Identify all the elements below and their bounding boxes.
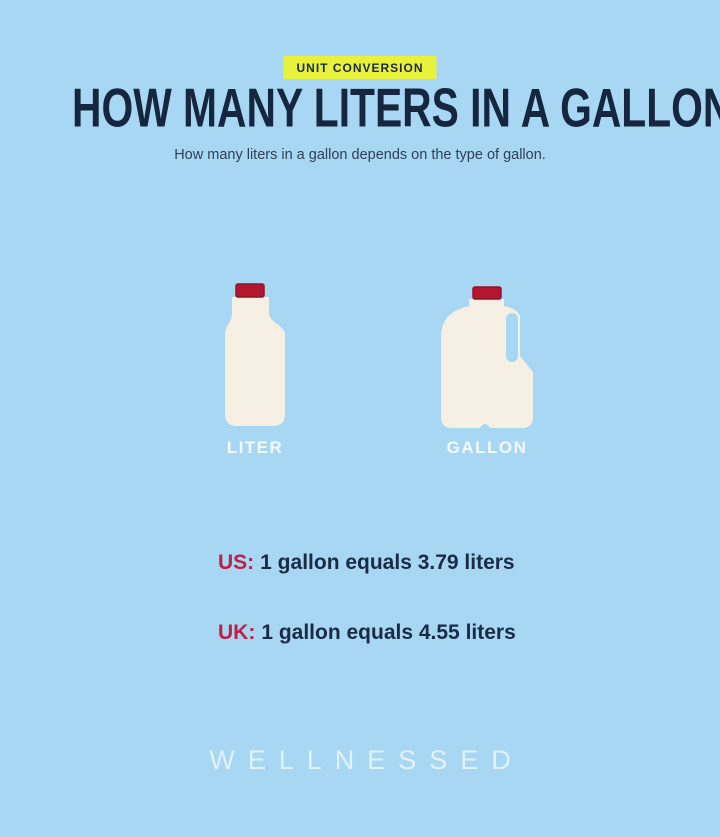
uk-region-label: UK: xyxy=(218,621,256,644)
us-region-label: US: xyxy=(218,551,255,574)
liter-bottle-body xyxy=(225,313,285,426)
liter-bottle-illustration xyxy=(225,283,285,426)
gallon-jug-illustration xyxy=(441,286,533,428)
liter-label: LITER xyxy=(226,438,284,457)
wellnessed-brand-logo: WELLNESSED xyxy=(209,745,524,775)
page-title: HOW MANY LITERS IN A GALLON? xyxy=(72,76,720,139)
gallon-jug-body xyxy=(441,299,533,428)
page-subtitle: How many liters in a gallon depends on t… xyxy=(174,147,546,163)
gallon-jug-cap xyxy=(472,286,502,300)
gallon-jug-handle-cutout xyxy=(506,313,518,362)
us-conversion-line: US: 1 gallon equals 3.79 liters xyxy=(218,551,515,575)
uk-conversion-line: UK: 1 gallon equals 4.55 liters xyxy=(218,621,516,645)
us-conversion-text: 1 gallon equals 3.79 liters xyxy=(260,551,515,574)
liter-bottle-neck xyxy=(232,297,269,315)
gallon-label: GALLON xyxy=(446,438,528,457)
liter-bottle-cap xyxy=(235,283,265,298)
uk-conversion-text: 1 gallon equals 4.55 liters xyxy=(261,621,516,644)
unit-conversion-badge: UNIT CONVERSION xyxy=(283,56,437,79)
